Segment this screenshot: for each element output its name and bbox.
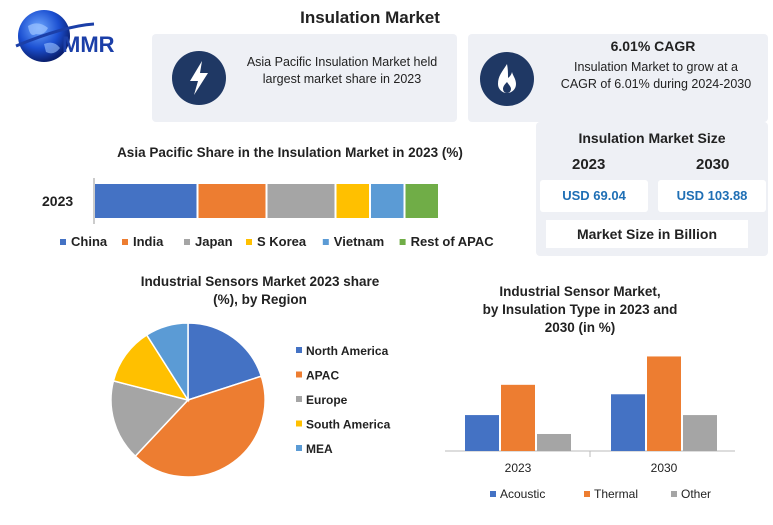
legend-swatch: [490, 491, 496, 497]
bar-acoustic-2030: [611, 394, 645, 451]
grouped-title-line2: by Insulation Type in 2023 and: [482, 302, 678, 317]
pie-slice-apac: [134, 375, 266, 478]
bar-segment-japan: [267, 184, 335, 218]
mmr-logo: MMR: [14, 6, 159, 66]
bar-segment-vietnam: [371, 184, 404, 218]
legend-label: Other: [681, 487, 711, 501]
legend-label: Thermal: [594, 487, 638, 501]
bar-segment-india: [198, 184, 266, 218]
legend-label: APAC: [306, 369, 339, 383]
lightning-bolt-icon: [172, 51, 226, 105]
legend-swatch: [296, 396, 302, 402]
legend-label: Rest of APAC: [411, 234, 495, 249]
legend-label: Japan: [195, 234, 233, 249]
market-size-card: Insulation Market Size 2023 2030 USD 69.…: [536, 122, 768, 256]
bar-segment-china: [95, 184, 197, 218]
cagr-heading: 6.01% CAGR: [610, 38, 696, 54]
legend-label: South America: [306, 418, 391, 432]
legend-label: China: [71, 234, 108, 249]
legend-swatch: [184, 239, 190, 245]
legend-swatch: [399, 239, 406, 245]
legend-label: Acoustic: [500, 487, 545, 501]
legend-swatch: [322, 239, 329, 245]
legend-label: Vietnam: [334, 234, 384, 249]
bar-other-2030: [683, 415, 717, 451]
legend-swatch: [296, 371, 302, 378]
value-2030: USD 103.88: [658, 180, 766, 212]
legend-label: MEA: [306, 442, 333, 456]
logo-text: MMR: [62, 32, 115, 57]
apac-chart-title: Asia Pacific Share in the Insulation Mar…: [117, 145, 463, 160]
pie-chart-title: Industrial Sensors Market 2023 share (%)…: [100, 273, 420, 309]
x-tick-label: 2030: [651, 461, 678, 475]
pie-slice-europe: [110, 379, 190, 458]
cagr-card: 6.01% CAGR Insulation Market to grow at …: [468, 34, 768, 122]
pie-slice-north-america: [187, 322, 263, 402]
card-left-line2: largest market share in 2023: [262, 72, 422, 86]
legend-swatch: [671, 491, 677, 497]
legend-label: North America: [306, 344, 389, 358]
bar-segment-s-korea: [336, 184, 369, 218]
legend-swatch: [584, 491, 590, 497]
value-2023: USD 69.04: [540, 180, 648, 212]
year-2030-label: 2030: [696, 156, 730, 173]
legend-label: India: [133, 234, 164, 249]
grouped-chart-title: Industrial Sensor Market, by Insulation …: [455, 283, 705, 337]
card-right-line1: Insulation Market to grow at a: [574, 60, 738, 74]
region-pie-chart: North America APAC Europe South America MEA: [110, 322, 391, 478]
legend-label: Europe: [306, 393, 348, 407]
card-left-line1: Asia Pacific Insulation Market held: [246, 55, 438, 69]
insulation-type-bar-chart: 2023 2030 Acoustic Thermal Other: [445, 356, 735, 501]
pie-title-line1: Industrial Sensors Market 2023 share: [140, 274, 380, 289]
bar-segment-rest-of-apac: [405, 184, 438, 218]
page-title: Insulation Market: [300, 8, 440, 27]
grouped-title-line1: Industrial Sensor Market,: [499, 284, 661, 299]
category-label-2023: 2023: [42, 193, 73, 209]
bar-thermal-2030: [647, 356, 681, 451]
market-size-title: Insulation Market Size: [578, 130, 726, 146]
bar-acoustic-2023: [465, 415, 499, 451]
legend-swatch: [246, 239, 252, 245]
x-tick-label: 2023: [505, 461, 532, 475]
legend-swatch: [296, 445, 302, 451]
card-right-line2: CAGR of 6.01% during 2024-2030: [560, 77, 752, 91]
bar-other-2023: [537, 433, 571, 451]
legend-label: S Korea: [257, 234, 307, 249]
market-size-unit: Market Size in Billion: [546, 220, 748, 248]
apac-stacked-bar-chart: 2023 China India Japan S Korea Vietnam Rest of…: [42, 178, 495, 249]
asia-pacific-card: Asia Pacific Insulation Market held larg…: [152, 34, 457, 122]
pie-slice-mea: [145, 322, 189, 403]
pie-title-line2: (%), by Region: [213, 292, 307, 307]
legend-swatch: [296, 347, 302, 353]
bar-thermal-2023: [501, 384, 535, 451]
flame-icon: [480, 52, 534, 106]
grouped-title-line3: 2030 (in %): [544, 320, 616, 335]
year-2023-label: 2023: [572, 156, 606, 173]
legend-swatch: [296, 420, 302, 427]
legend-swatch: [122, 239, 128, 245]
legend-swatch: [60, 239, 66, 245]
